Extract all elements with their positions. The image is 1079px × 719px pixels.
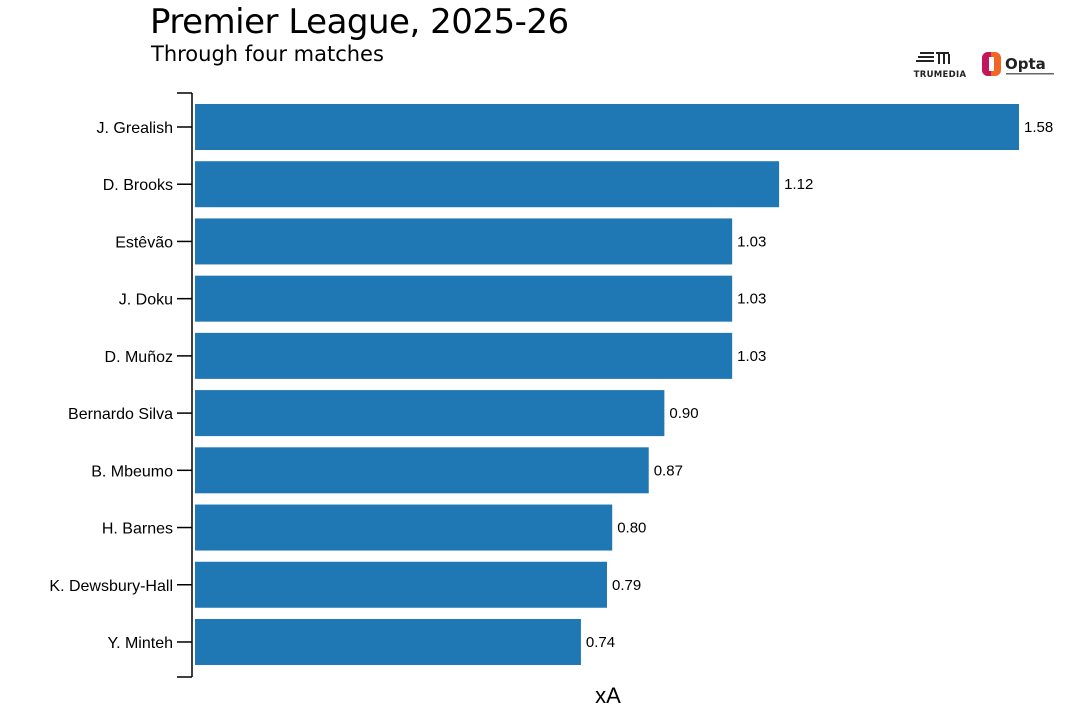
x-axis-label: xA (595, 683, 621, 708)
bar-value-label: 0.90 (669, 405, 698, 422)
bar (195, 390, 665, 437)
chart-subtitle: Through four matches (151, 42, 384, 66)
y-tick-label: Y. Minteh (107, 635, 173, 652)
y-tick-label: D. Brooks (103, 177, 173, 194)
bar (195, 332, 733, 379)
opta-logo-text: Opta (1005, 55, 1046, 73)
bar-value-label: 0.74 (586, 634, 615, 651)
y-tick-label: D. Muñoz (105, 349, 173, 366)
bar-value-label: 1.12 (784, 176, 813, 193)
bar (195, 275, 733, 322)
y-tick-label: H. Barnes (102, 521, 173, 538)
bar (195, 618, 581, 665)
y-tick-label: B. Mbeumo (91, 463, 173, 480)
bar-value-label: 0.87 (654, 462, 683, 479)
opta-logo: Opta (982, 52, 1054, 76)
trumedia-logo-text: TRUMEDIA (914, 70, 967, 80)
bar-value-label: 1.58 (1024, 119, 1053, 136)
y-tick-label: Estêvão (115, 234, 173, 251)
trumedia-logo: TRUMEDIA (914, 52, 967, 80)
bar (195, 504, 613, 551)
bar-value-label: 0.80 (617, 520, 646, 537)
bars: 1.58 1.12 1.03 1.03 1.03 0.90 0.87 0.80 0.79 0.74 (195, 104, 1053, 665)
bar (195, 218, 733, 265)
bar-value-label: 1.03 (737, 291, 766, 308)
bar (195, 561, 607, 608)
y-axis: J. Grealish D. Brooks Estêvão J. Doku D. Muñ… (49, 92, 193, 678)
y-tick-label: Bernardo Silva (68, 406, 173, 423)
bar-value-label: 0.79 (612, 577, 641, 594)
bar-value-label: 1.03 (737, 233, 766, 250)
y-tick-label: K. Dewsbury-Hall (49, 578, 173, 595)
bar (195, 161, 780, 208)
chart-title: Premier League, 2025-26 (150, 2, 569, 42)
y-tick-label: J. Doku (119, 292, 173, 309)
y-tick-label: J. Grealish (97, 120, 173, 137)
bar (195, 447, 649, 494)
bar-value-label: 1.03 (737, 348, 766, 365)
bar (195, 104, 1019, 150)
